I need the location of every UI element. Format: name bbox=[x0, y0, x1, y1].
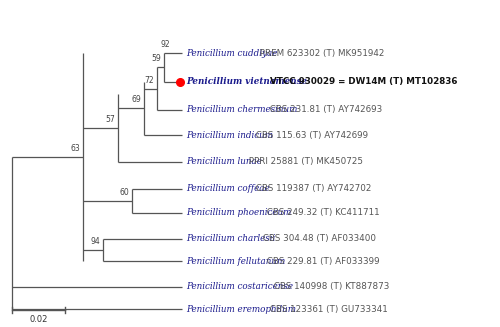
Text: Penicillium phoeniceum: Penicillium phoeniceum bbox=[186, 208, 292, 217]
Text: 94: 94 bbox=[90, 237, 100, 246]
Text: CBS 123361 (T) GU733341: CBS 123361 (T) GU733341 bbox=[267, 305, 388, 314]
Text: CBS 115.63 (T) AY742699: CBS 115.63 (T) AY742699 bbox=[253, 130, 368, 140]
Text: 60: 60 bbox=[120, 188, 129, 197]
Text: VTCC 930029 = DW14M (T) MT102836: VTCC 930029 = DW14M (T) MT102836 bbox=[267, 77, 458, 86]
Text: CBS 231.81 (T) AY742693: CBS 231.81 (T) AY742693 bbox=[267, 105, 382, 114]
Text: Penicillium vietnamense: Penicillium vietnamense bbox=[186, 77, 307, 86]
Text: Penicillium indicum: Penicillium indicum bbox=[186, 130, 273, 140]
Text: 92: 92 bbox=[160, 40, 170, 49]
Text: Penicillium eremophilum: Penicillium eremophilum bbox=[186, 305, 296, 314]
Text: PPRI 25881 (T) MK450725: PPRI 25881 (T) MK450725 bbox=[246, 157, 363, 166]
Text: 57: 57 bbox=[105, 115, 115, 124]
Text: CBS 119387 (T) AY742702: CBS 119387 (T) AY742702 bbox=[253, 184, 372, 193]
Text: Penicillium fellutanum: Penicillium fellutanum bbox=[186, 257, 285, 266]
Text: 0.02: 0.02 bbox=[30, 315, 48, 324]
Text: 59: 59 bbox=[151, 54, 161, 63]
Text: 72: 72 bbox=[144, 76, 154, 85]
Text: 63: 63 bbox=[70, 144, 80, 153]
Text: CBS 140998 (T) KT887873: CBS 140998 (T) KT887873 bbox=[270, 282, 389, 291]
Text: Penicillium costaricense: Penicillium costaricense bbox=[186, 282, 293, 291]
Text: CBS 304.48 (T) AF033400: CBS 304.48 (T) AF033400 bbox=[260, 234, 376, 243]
Text: CBS 229.81 (T) AF033399: CBS 229.81 (T) AF033399 bbox=[264, 257, 379, 266]
Text: Penicillium lunae: Penicillium lunae bbox=[186, 157, 262, 166]
Text: Penicillium coffeae: Penicillium coffeae bbox=[186, 184, 270, 193]
Text: Penicillium chermesinum: Penicillium chermesinum bbox=[186, 105, 298, 114]
Text: PREM 623302 (T) MK951942: PREM 623302 (T) MK951942 bbox=[256, 49, 384, 58]
Text: Penicillium charlesii: Penicillium charlesii bbox=[186, 234, 275, 243]
Text: Penicillium cuddlyae: Penicillium cuddlyae bbox=[186, 49, 278, 58]
Text: 69: 69 bbox=[131, 95, 141, 104]
Text: CBS 249.32 (T) KC411711: CBS 249.32 (T) KC411711 bbox=[264, 208, 379, 217]
